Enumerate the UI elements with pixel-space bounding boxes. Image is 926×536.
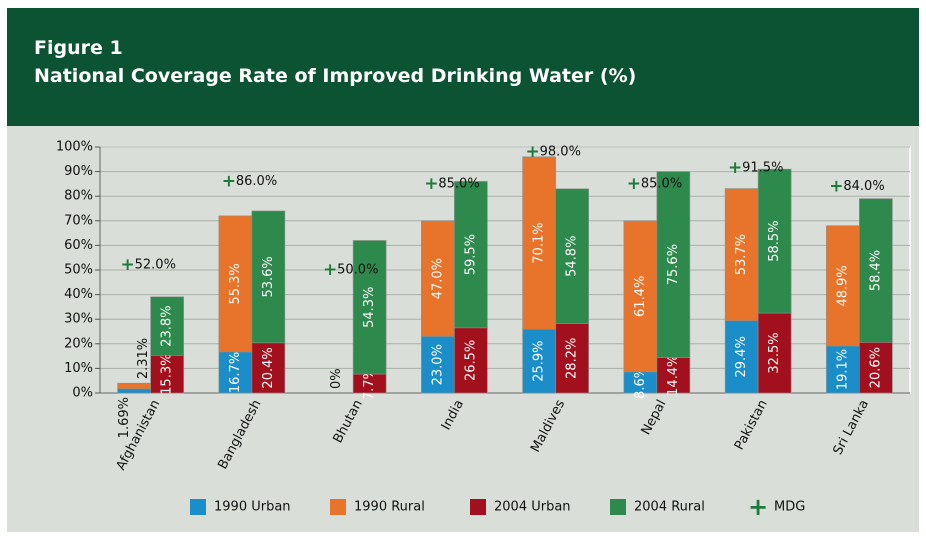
bar-segment — [656, 171, 691, 358]
legend-swatch — [330, 499, 346, 515]
y-tick-label: 80% — [64, 189, 93, 204]
mdg-label: 85.0% — [641, 176, 682, 191]
data-label: 53.6% — [261, 256, 276, 297]
bar-segment — [117, 382, 151, 390]
y-tick-label: 30% — [64, 312, 93, 327]
mdg-label: 86.0% — [236, 174, 277, 189]
legend-swatch — [470, 499, 486, 515]
legend-label: 1990 Urban — [214, 500, 291, 515]
mdg-marker: + — [121, 255, 135, 275]
data-label: 0% — [329, 368, 344, 389]
bar-segment — [522, 328, 556, 394]
mdg-marker: + — [424, 174, 438, 194]
legend-swatch — [610, 499, 626, 515]
legend-label: 2004 Rural — [634, 500, 705, 515]
mdg-label: 85.0% — [438, 176, 479, 191]
data-label: 2.31% — [136, 338, 151, 379]
bar-segment — [859, 342, 893, 394]
legend-swatch — [190, 499, 206, 515]
data-label: 32.5% — [767, 332, 782, 373]
data-label: 75.6% — [666, 244, 681, 285]
mdg-marker: + — [728, 158, 742, 178]
chart-title: National Coverage Rate of Improved Drink… — [34, 65, 636, 87]
bar-segment — [421, 220, 455, 337]
bar-segment — [859, 198, 893, 343]
bar-segment — [623, 220, 658, 373]
bar-segment — [724, 188, 759, 321]
bar-segment — [117, 388, 151, 394]
data-label: 70.1% — [532, 222, 547, 263]
data-label: 19.1% — [835, 349, 850, 390]
plot-area: 0%10%20%30%40%50%60%70%80%90%100%Afghani… — [56, 140, 911, 521]
mdg-label: 91.5% — [742, 160, 783, 175]
bar-segment — [724, 320, 759, 394]
legend-label: MDG — [774, 500, 805, 515]
bar-segment — [522, 156, 556, 330]
bar-segment — [454, 181, 488, 329]
mdg-label: 84.0% — [843, 179, 884, 194]
data-label: 54.3% — [362, 287, 377, 328]
legend-marker: + — [748, 493, 768, 521]
data-label: 20.6% — [868, 347, 883, 388]
y-tick-label: 100% — [56, 140, 93, 155]
bar-segment — [251, 210, 286, 344]
bar-segment — [150, 355, 184, 394]
mdg-marker: + — [526, 142, 540, 162]
data-label: 28.2% — [565, 338, 580, 379]
bar-segment — [421, 336, 455, 394]
data-label: 61.4% — [633, 276, 648, 317]
legend-label: 2004 Urban — [494, 500, 571, 515]
y-tick-label: 60% — [64, 238, 93, 253]
y-tick-label: 50% — [64, 263, 93, 278]
data-label: 58.4% — [868, 250, 883, 291]
bar-segment — [826, 225, 860, 347]
data-label: 14.4% — [666, 355, 681, 396]
data-label: 8.6% — [633, 366, 648, 399]
data-label: 29.4% — [734, 336, 749, 377]
mdg-label: 52.0% — [135, 258, 176, 273]
data-label: 54.8% — [565, 236, 580, 277]
bar-segment — [757, 312, 792, 394]
bar-segment — [555, 323, 589, 394]
data-label: 20.4% — [261, 347, 276, 388]
data-label: 16.7% — [228, 352, 243, 393]
data-label: 58.5% — [767, 220, 782, 261]
bar-segment — [150, 296, 184, 356]
y-tick-label: 40% — [64, 287, 93, 302]
legend-label: 1990 Rural — [354, 500, 425, 515]
data-label: 47.0% — [430, 258, 445, 299]
mdg-label: 50.0% — [337, 263, 378, 278]
data-label: 15.3% — [160, 354, 175, 395]
data-label: 53.7% — [734, 234, 749, 275]
data-label: 7.7% — [362, 367, 377, 400]
y-tick-label: 70% — [64, 213, 93, 228]
bar-segment — [555, 188, 589, 324]
y-tick-label: 20% — [64, 336, 93, 351]
data-label: 23.0% — [430, 344, 445, 385]
y-tick-label: 0% — [72, 386, 93, 401]
data-label: 26.5% — [463, 340, 478, 381]
figure-label: Figure 1 — [34, 37, 123, 59]
bar-segment — [352, 240, 387, 375]
y-tick-label: 90% — [64, 164, 93, 179]
bar-segment — [218, 215, 253, 353]
y-tick-label: 10% — [64, 361, 93, 376]
data-label: 48.9% — [835, 265, 850, 306]
mdg-marker: + — [222, 171, 236, 191]
data-label: 59.5% — [463, 234, 478, 275]
bar-segment — [251, 342, 286, 394]
bar-segment — [454, 327, 488, 394]
bar-segment — [757, 168, 792, 314]
data-label: 1.69% — [117, 397, 132, 438]
mdg-marker: + — [829, 176, 843, 196]
mdg-marker: + — [323, 260, 337, 280]
data-label: 25.9% — [532, 340, 547, 381]
mdg-label: 98.0% — [540, 144, 581, 159]
mdg-marker: + — [627, 174, 641, 194]
header-band — [7, 8, 919, 126]
data-label: 23.8% — [160, 305, 175, 346]
data-label: 55.3% — [228, 263, 243, 304]
